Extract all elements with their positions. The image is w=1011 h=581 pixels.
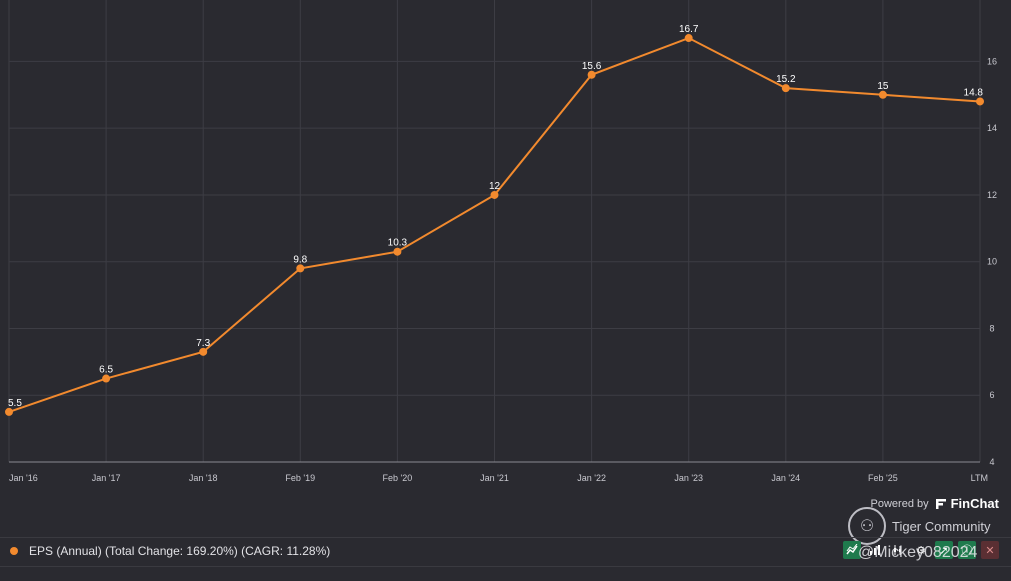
x-tick-label: Feb '20	[383, 473, 413, 483]
powered-by-text: Powered by	[870, 497, 929, 510]
data-point[interactable]	[878, 90, 887, 99]
x-tick-label: Feb '25	[868, 473, 898, 483]
data-label: 6.5	[99, 365, 113, 376]
legend[interactable]: EPS (Annual) (Total Change: 169.20%) (CA…	[10, 544, 330, 558]
data-label: 5.5	[8, 398, 22, 409]
candlestick-button[interactable]	[889, 541, 907, 559]
tiger-community-text: Tiger Community	[892, 518, 991, 534]
powered-by-finchat[interactable]: Powered by FinChat	[871, 496, 999, 511]
settings-button[interactable]: ⚙	[912, 541, 930, 559]
x-tick-label: Jan '24	[771, 473, 800, 483]
legend-series-label: EPS (Annual) (Total Change: 169.20%) (CA…	[29, 544, 331, 558]
finchat-brand: FinChat	[950, 496, 999, 511]
data-point[interactable]	[296, 264, 305, 273]
bar-signal-icon	[870, 545, 880, 555]
y-tick-label: 16	[987, 56, 997, 66]
data-point[interactable]	[393, 247, 402, 256]
eps-line-chart: Jan '16 Jan '17 Jan '18 Feb '19 Feb '20 Jan '…	[5, 0, 997, 483]
candlestick-icon	[894, 545, 901, 555]
info-button[interactable]: ⓘ	[958, 541, 976, 559]
share-button[interactable]: ➚	[935, 541, 953, 559]
data-label: 15	[877, 81, 889, 92]
data-point[interactable]	[5, 407, 13, 416]
data-labels: 5.5 6.5 7.3 9.8 10.3 12 15.6 16.7 15.2 15 14.8	[8, 24, 983, 409]
y-tick-label: 14	[987, 123, 997, 133]
x-tick-label: Jan '16	[9, 473, 38, 483]
rocket-icon: ➚	[939, 544, 949, 557]
close-button[interactable]: ✕	[981, 541, 999, 559]
y-tick-label: 10	[987, 257, 997, 267]
chart-toolbar: ⚙ ➚ ⓘ ✕	[843, 541, 999, 559]
x-tick-label: Jan '23	[674, 473, 703, 483]
legend-series-dot	[10, 547, 18, 555]
x-tick-label: Feb '19	[285, 473, 315, 483]
info-icon: ⓘ	[961, 545, 973, 557]
tiger-community-badge: ⚇ Tiger Community	[848, 507, 990, 545]
data-point[interactable]	[976, 97, 984, 106]
data-point[interactable]	[684, 34, 693, 43]
x-tick-label: Jan '17	[92, 473, 121, 483]
data-label: 14.8	[964, 87, 984, 98]
data-label: 7.3	[196, 338, 210, 349]
y-tick-label: 12	[987, 190, 997, 200]
data-label: 15.6	[582, 61, 602, 72]
finchat-logo-icon	[935, 498, 946, 509]
data-label: 16.7	[679, 24, 699, 35]
close-icon: ✕	[985, 544, 995, 557]
data-point[interactable]	[199, 347, 208, 356]
x-tick-label: Jan '22	[577, 473, 606, 483]
data-label: 9.8	[293, 254, 307, 265]
data-point[interactable]	[587, 70, 596, 79]
y-tick-label: 8	[989, 323, 994, 333]
gear-icon: ⚙	[916, 544, 926, 557]
y-axis-ticks: 4 6 8 10 12 14 16	[987, 56, 997, 467]
x-tick-label: LTM	[971, 473, 988, 483]
data-point[interactable]	[102, 374, 111, 383]
watermark-text: @Mickey082024	[858, 544, 978, 561]
data-label: 10.3	[388, 238, 408, 249]
x-axis-ticks: Jan '16 Jan '17 Jan '18 Feb '19 Feb '20 Jan '…	[9, 473, 988, 483]
data-label: 15.2	[776, 74, 796, 85]
line-chart-icon	[846, 544, 858, 555]
chart-footer: EPS (Annual) (Total Change: 169.20%) (CA…	[0, 537, 1011, 567]
y-tick-label: 6	[989, 390, 994, 400]
x-tick-label: Jan '21	[480, 473, 509, 483]
tiger-logo-icon: ⚇	[848, 507, 886, 545]
x-tick-label: Jan '18	[189, 473, 218, 483]
data-point[interactable]	[490, 190, 499, 199]
data-point[interactable]	[781, 84, 790, 93]
line-chart-button[interactable]	[843, 541, 861, 559]
grid	[8, 0, 981, 462]
data-label: 12	[489, 181, 501, 192]
eps-series-points[interactable]	[5, 34, 984, 416]
bar-chart-button[interactable]	[866, 541, 884, 559]
y-tick-label: 4	[989, 457, 994, 467]
